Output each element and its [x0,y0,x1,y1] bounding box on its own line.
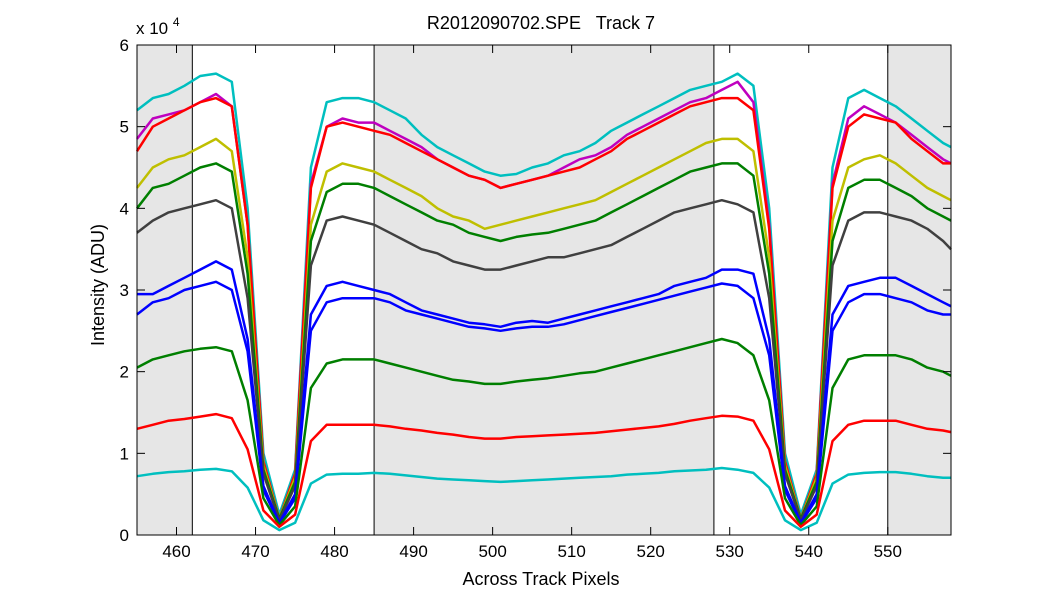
x-tick-label: 460 [162,542,190,561]
y-tick-label: 6 [120,36,129,55]
series-line-cyan-bottom [136,466,951,532]
x-tick-label: 530 [716,542,744,561]
x-tick-label: 510 [557,542,585,561]
series-line-red-lower [136,412,952,529]
y-tick-label: 1 [120,444,129,463]
y-multiplier-exponent: 4 [173,15,180,29]
x-axis-label: Across Track Pixels [462,569,619,589]
y-axis-label: Intensity (ADU) [88,224,108,346]
y-multiplier-base: x 10 [136,19,168,38]
x-tick-label: 520 [637,542,665,561]
y-multiplier-label: x 10 4 [136,15,180,38]
x-tick-label: 500 [478,542,506,561]
chart-title: R2012090702.SPE Track 7 [427,13,655,33]
vertical-marker-lines [191,45,889,535]
y-tick-label: 2 [120,363,129,382]
y-axis-ticks: 0 1 2 3 4 5 6 [120,36,951,545]
shaded-regions [137,45,951,535]
y-tick-label: 5 [120,118,129,137]
x-tick-label: 490 [399,542,427,561]
y-tick-label: 0 [120,526,129,545]
x-tick-label: 470 [241,542,269,561]
shaded-region-1 [374,45,714,535]
series-line-green-lower [136,337,952,527]
x-tick-label: 480 [320,542,348,561]
x-axis-ticks: 460 470 480 490 500 510 520 530 540 550 [162,45,902,561]
x-tick-label: 540 [795,542,823,561]
x-tick-label: 550 [874,542,902,561]
y-tick-label: 3 [120,281,129,300]
series-line-dark-gray [136,198,952,522]
series-line-blue-2 [136,280,951,525]
y-tick-label: 4 [120,199,129,218]
series-lines [135,72,952,532]
